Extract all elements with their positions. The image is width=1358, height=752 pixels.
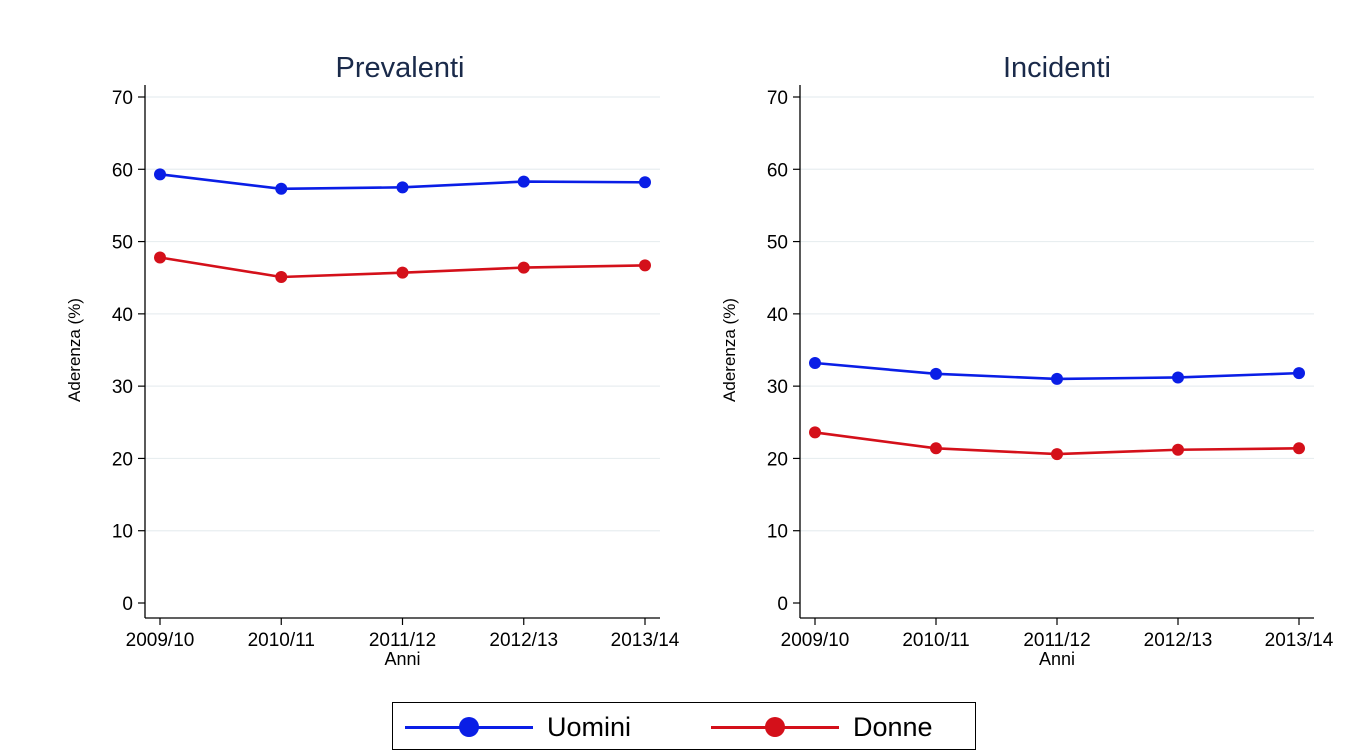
- y-tick-label: 0: [122, 594, 133, 615]
- data-point-uomini: [930, 367, 942, 380]
- data-point-uomini: [396, 181, 409, 194]
- chart-title: Incidenti: [1003, 52, 1111, 84]
- x-tick-label: 2010/11: [902, 630, 969, 651]
- data-point-uomini: [639, 176, 651, 189]
- y-tick-label: 30: [767, 377, 788, 398]
- y-tick-label: 70: [767, 88, 788, 109]
- y-tick-label: 10: [112, 522, 133, 543]
- data-point-uomini: [809, 357, 821, 370]
- y-tick-label: 20: [112, 449, 133, 470]
- data-point-donne: [1293, 442, 1305, 455]
- data-point-uomini: [154, 168, 166, 181]
- data-point-donne: [154, 251, 166, 264]
- y-tick-label: 40: [767, 305, 788, 326]
- x-tick-label: 2011/12: [1023, 630, 1090, 651]
- x-tick-label: 2010/11: [248, 630, 315, 651]
- y-tick-label: 60: [767, 160, 788, 181]
- data-point-uomini: [1051, 372, 1063, 385]
- data-point-uomini: [1172, 371, 1184, 384]
- data-point-donne: [1051, 448, 1063, 461]
- x-tick-label: 2012/13: [489, 630, 558, 651]
- x-axis-label: Anni: [1039, 649, 1075, 669]
- legend-item-donne: Donne: [711, 703, 933, 751]
- legend-label-uomini: Uomini: [547, 711, 632, 742]
- x-axis-label: Anni: [384, 649, 420, 669]
- x-tick-label: 2011/12: [369, 630, 436, 651]
- y-tick-label: 20: [767, 449, 788, 470]
- data-point-donne: [275, 270, 288, 283]
- data-point-uomini: [275, 182, 288, 195]
- chart-title: Prevalenti: [336, 52, 465, 84]
- data-point-donne: [809, 426, 821, 439]
- y-tick-label: 60: [112, 160, 133, 181]
- legend-swatch-uomini: [405, 717, 533, 737]
- y-tick-label: 0: [777, 594, 788, 615]
- y-tick-label: 70: [112, 88, 133, 109]
- y-tick-label: 50: [767, 233, 788, 254]
- data-point-donne: [517, 261, 530, 274]
- chart-panel-1: 0 10 20 30 40 50 60 70 2009/10 2010/11 2011/12 2012…: [65, 52, 680, 669]
- legend-label-donne: Donne: [853, 711, 933, 742]
- legend: Uomini Donne: [392, 702, 976, 750]
- legend-marker-donne: [765, 717, 785, 737]
- data-point-donne: [930, 442, 942, 455]
- data-point-donne: [396, 266, 409, 279]
- x-tick-label: 2012/13: [1144, 630, 1213, 651]
- y-tick-label: 50: [112, 233, 133, 254]
- y-tick-label: 10: [767, 522, 788, 543]
- data-point-donne: [1172, 443, 1184, 456]
- legend-swatch-donne: [711, 717, 839, 737]
- y-tick-label: 30: [112, 377, 133, 398]
- legend-item-uomini: Uomini: [405, 703, 631, 751]
- chart-panel-2: 0 10 20 30 40 50 60 70 2009/10 2010/11 2011/12 2012…: [720, 52, 1334, 669]
- data-point-donne: [639, 259, 651, 272]
- y-tick-label: 40: [112, 305, 133, 326]
- y-axis-label: Aderenza (%): [65, 298, 84, 402]
- x-tick-label: 2009/10: [126, 630, 195, 651]
- x-tick-label: 2013/14: [611, 630, 680, 651]
- legend-marker-uomini: [459, 717, 479, 737]
- x-tick-label: 2013/14: [1265, 630, 1334, 651]
- data-point-uomini: [517, 175, 530, 188]
- x-tick-label: 2009/10: [781, 630, 850, 651]
- y-axis-label: Aderenza (%): [720, 298, 739, 402]
- data-point-uomini: [1293, 367, 1305, 380]
